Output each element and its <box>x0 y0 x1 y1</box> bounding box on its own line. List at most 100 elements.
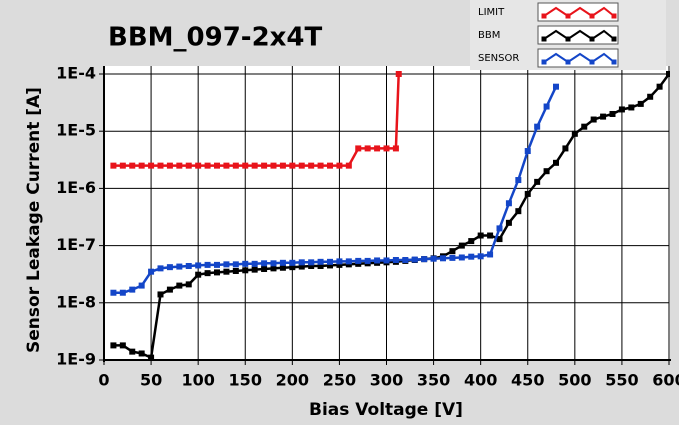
marker <box>110 289 117 296</box>
marker <box>119 289 126 296</box>
marker <box>543 168 550 175</box>
legend-marker <box>565 59 571 65</box>
marker <box>119 342 126 349</box>
marker <box>345 258 352 265</box>
legend-marker <box>589 36 595 42</box>
marker <box>138 282 145 289</box>
data-layer <box>110 71 670 361</box>
marker <box>157 291 164 298</box>
marker <box>411 256 418 263</box>
legend-marker <box>611 13 617 19</box>
marker <box>590 116 597 123</box>
marker <box>176 263 183 270</box>
x-tick-label: 100 <box>181 371 214 390</box>
legend-swatch <box>543 29 615 41</box>
marker <box>166 162 173 169</box>
marker <box>468 253 475 260</box>
marker <box>374 257 381 264</box>
legend-marker <box>589 13 595 19</box>
marker <box>110 342 117 349</box>
marker <box>279 259 286 266</box>
marker <box>392 257 399 264</box>
marker <box>317 258 324 265</box>
legend-swatch <box>543 6 615 18</box>
marker <box>289 264 296 271</box>
marker <box>148 268 155 275</box>
x-tick-label: 150 <box>229 371 262 390</box>
marker <box>515 208 522 215</box>
y-tick-label: 1E-5 <box>56 121 96 140</box>
marker <box>364 257 371 264</box>
legend-marker <box>611 36 617 42</box>
marker <box>458 254 465 261</box>
legend-label: LIMIT <box>478 7 505 18</box>
y-tick-label: 1E-4 <box>56 64 96 83</box>
marker <box>232 162 239 169</box>
x-tick-label: 500 <box>558 371 591 390</box>
marker <box>242 162 249 169</box>
marker <box>505 219 512 226</box>
marker <box>232 267 239 274</box>
legend-marker <box>565 36 571 42</box>
marker <box>270 162 277 169</box>
marker <box>581 123 588 130</box>
marker <box>166 286 173 293</box>
marker <box>440 255 446 262</box>
legend-label: BBM <box>478 30 500 41</box>
y-tick-label: 1E-7 <box>56 235 96 254</box>
x-tick-label: 550 <box>605 371 638 390</box>
x-tick-label: 50 <box>140 371 162 390</box>
legend-marker <box>565 13 571 19</box>
marker <box>110 162 117 169</box>
marker <box>214 162 220 169</box>
marker <box>402 257 409 264</box>
marker <box>251 266 258 273</box>
legend-marker <box>611 59 617 65</box>
marker <box>298 162 305 169</box>
marker <box>647 93 654 100</box>
x-tick-label: 250 <box>323 371 356 390</box>
marker <box>176 162 183 169</box>
marker <box>571 130 578 137</box>
marker <box>553 159 559 166</box>
x-tick-label: 600 <box>652 371 679 390</box>
chart-title: BBM_097-2x4T <box>108 23 323 53</box>
marker <box>395 71 402 77</box>
marker <box>666 71 670 77</box>
x-tick-label: 350 <box>417 371 450 390</box>
legend-marker <box>589 59 595 65</box>
legend-marker <box>541 59 547 65</box>
marker <box>204 162 211 169</box>
marker <box>600 113 607 120</box>
marker <box>355 145 362 152</box>
x-tick-label: 0 <box>98 371 109 390</box>
grid <box>103 66 670 361</box>
marker <box>148 354 155 361</box>
marker <box>524 148 531 155</box>
marker <box>637 100 644 107</box>
marker <box>166 264 173 271</box>
marker <box>279 162 286 169</box>
legend: LIMIT BBM SENSOR <box>470 0 666 70</box>
marker <box>157 162 164 169</box>
marker <box>214 269 220 276</box>
marker <box>487 251 494 258</box>
marker <box>185 262 192 269</box>
marker <box>496 225 503 232</box>
marker <box>449 254 456 261</box>
legend-swatch-box <box>537 2 619 22</box>
marker <box>477 232 484 239</box>
marker <box>214 261 220 268</box>
marker <box>119 162 126 169</box>
x-axis-label: Bias Voltage [V] <box>309 400 463 420</box>
marker <box>477 253 484 260</box>
marker <box>327 258 333 265</box>
marker <box>204 261 211 268</box>
y-tick-label: 1E-9 <box>56 350 96 369</box>
legend-marker <box>541 13 547 19</box>
marker <box>553 83 559 90</box>
marker <box>279 264 286 271</box>
legend-swatch-box <box>537 25 619 45</box>
marker <box>308 162 315 169</box>
marker <box>505 200 512 207</box>
